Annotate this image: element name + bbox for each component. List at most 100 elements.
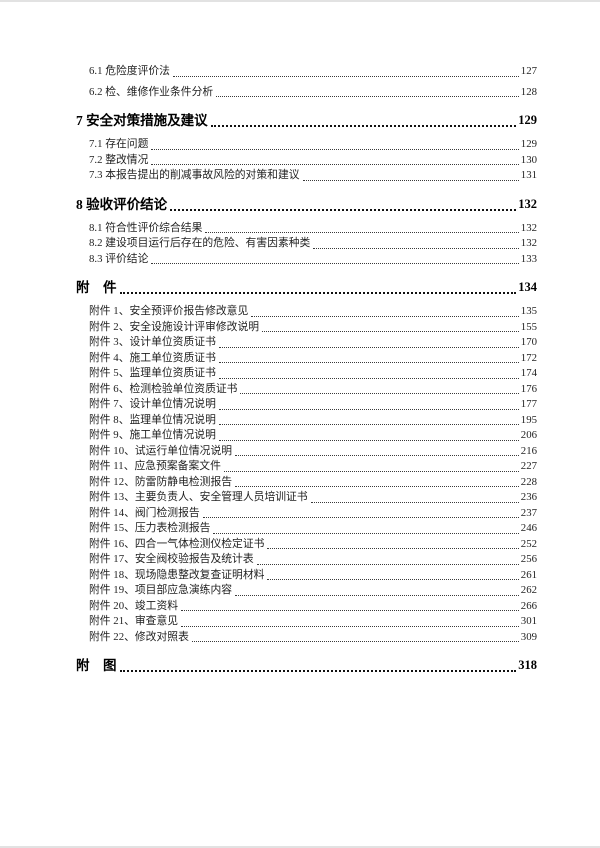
toc-leader-dots: [235, 455, 519, 456]
toc-entry-page-number: 301: [520, 615, 537, 627]
toc-entry-row: 附件 14、阀门检测报告 237: [76, 506, 537, 522]
toc-entry-label: 附件 11、应急预案备案文件: [89, 460, 221, 472]
toc-entry-page-number: 227: [520, 460, 537, 472]
toc-entry-page-number: 131: [520, 169, 537, 181]
toc-heading-label: 8 验收评价结论: [76, 196, 168, 212]
toc-entry-page-number: 237: [520, 506, 537, 519]
toc-leader-dots: [310, 501, 519, 503]
toc-heading-row: 7 安全对策措施及建议 129: [76, 111, 537, 130]
toc-leader-dots: [218, 362, 519, 363]
toc-entry-row: 附件 11、应急预案备案文件 227: [76, 459, 537, 475]
toc-entry-row: 附件 5、监理单位资质证书 174: [76, 366, 537, 382]
toc-entry-label: 附件 21、审查意见: [89, 615, 179, 627]
toc-entry-page-number: 262: [520, 584, 537, 596]
toc-entry-label: 8.3 评价结论: [89, 252, 149, 265]
toc-heading-label: 7 安全对策措施及建议: [76, 113, 208, 128]
toc-leader-dots: [216, 96, 519, 97]
toc-entry-page-number: 206: [520, 429, 537, 441]
toc-leader-dots: [119, 670, 517, 672]
toc-entry-page-number: 195: [520, 413, 537, 426]
toc-leader-dots: [302, 179, 519, 181]
toc-heading-page-number: 129: [518, 113, 537, 127]
toc-leader-dots: [267, 579, 519, 580]
toc-entry-label: 附件 4、施工单位资质证书: [89, 351, 216, 364]
toc-entry-row: 6.2 检、维修作业条件分析 128: [76, 85, 537, 101]
toc-entry-label: 附件 3、设计单位资质证书: [89, 336, 216, 348]
toc-heading-row: 附 件 134: [76, 278, 537, 297]
toc-entry-row: 附件 10、试运行单位情况说明 216: [76, 444, 537, 460]
toc-entry-page-number: 309: [520, 630, 537, 643]
toc-leader-dots: [262, 331, 519, 332]
toc-leader-dots: [191, 641, 519, 642]
toc-entry-label: 附件 19、项目部应急演练内容: [89, 584, 233, 596]
toc-entry-label: 附件 8、监理单位情况说明: [89, 413, 216, 426]
toc-leader-dots: [151, 164, 519, 165]
toc-leader-dots: [218, 377, 519, 379]
toc-entry-page-number: 135: [520, 305, 537, 317]
toc-entry-label: 附件 15、压力表检测报告: [89, 522, 211, 534]
toc-heading-page-number: 318: [518, 658, 537, 672]
toc-leader-dots: [223, 470, 519, 472]
toc-entry-label: 附件 5、监理单位资质证书: [89, 367, 216, 379]
toc-leader-dots: [170, 208, 517, 211]
toc-leader-dots: [256, 563, 519, 565]
toc-entry-row: 8.1 符合性评价综合结果 132: [76, 221, 537, 237]
toc-entry-row: 附件 15、压力表检测报告 246: [76, 521, 537, 537]
toc-leader-dots: [240, 393, 519, 394]
toc-entry-row: 附件 13、主要负责人、安全管理人员培训证书 236: [76, 490, 537, 506]
toc-entry-label: 7.1 存在问题: [89, 138, 149, 150]
toc-entry-row: 附件 1、安全预评价报告修改意见 135: [76, 304, 537, 320]
toc-entry-row: 附件 4、施工单位资质证书 172: [76, 351, 537, 367]
toc-entry-page-number: 127: [520, 65, 537, 77]
toc-heading-label: 附 件: [76, 280, 117, 295]
toc-entry-row: 附件 22、修改对照表 309: [76, 630, 537, 646]
toc-entry-row: 附件 6、检测检验单位资质证书 176: [76, 382, 537, 398]
toc-leader-dots: [151, 263, 519, 264]
toc-entry-label: 附件 16、四合一气体检测仪检定证书: [89, 537, 265, 550]
toc-leader-dots: [172, 75, 519, 77]
toc-entry-label: 附件 20、竣工资料: [89, 599, 179, 612]
toc-entry-page-number: 256: [520, 553, 537, 565]
toc-entry-row: 附件 21、审查意见 301: [76, 614, 537, 630]
toc-entry-row: 8.3 评价结论 133: [76, 252, 537, 268]
toc-entry-label: 附件 6、检测检验单位资质证书: [89, 382, 238, 395]
toc-entry-page-number: 216: [520, 444, 537, 457]
toc-entry-page-number: 261: [520, 568, 537, 581]
toc-entry-page-number: 174: [520, 367, 537, 379]
toc-entry-row: 7.3 本报告提出的削减事故风险的对策和建议 131: [76, 168, 537, 184]
toc-entry-page-number: 266: [520, 599, 537, 612]
toc-entry-row: 6.1 危险度评价法 127: [76, 64, 537, 80]
toc-entry-page-number: 170: [520, 336, 537, 348]
toc-entry-row: 7.2 整改情况 130: [76, 153, 537, 169]
toc-heading-page-number: 134: [518, 280, 537, 294]
toc-entry-page-number: 246: [520, 522, 537, 534]
toc-leader-dots: [267, 548, 519, 549]
toc-entry-label: 附件 10、试运行单位情况说明: [89, 444, 233, 457]
toc-entry-row: 附件 18、现场隐患整改复查证明材料 261: [76, 568, 537, 584]
toc-leader-dots: [218, 408, 519, 410]
toc-leader-dots: [202, 517, 519, 518]
toc-entry-label: 8.2 建设项目运行后存在的危险、有害因素种类: [89, 237, 311, 249]
toc-entry-page-number: 128: [520, 85, 537, 98]
toc-entry-page-number: 252: [520, 537, 537, 550]
toc-entry-label: 附件 1、安全预评价报告修改意见: [89, 305, 249, 317]
toc-entry-page-number: 236: [520, 491, 537, 503]
toc-entry-row: 附件 20、竣工资料 266: [76, 599, 537, 615]
toc-entry-label: 6.2 检、维修作业条件分析: [89, 85, 214, 98]
toc-entry-label: 8.1 符合性评价综合结果: [89, 221, 203, 234]
toc-leader-dots: [251, 315, 519, 317]
toc-leader-dots: [213, 532, 519, 534]
toc-entry-label: 6.1 危险度评价法: [89, 65, 170, 77]
toc-entry-page-number: 177: [520, 398, 537, 410]
toc-heading-label: 附 图: [76, 658, 117, 673]
toc-entry-label: 附件 22、修改对照表: [89, 630, 189, 643]
toc-entry-row: 附件 9、施工单位情况说明 206: [76, 428, 537, 444]
toc-entry-label: 附件 13、主要负责人、安全管理人员培训证书: [89, 491, 308, 503]
toc-entry-row: 8.2 建设项目运行后存在的危险、有害因素种类 132: [76, 236, 537, 252]
toc-entry-label: 7.2 整改情况: [89, 153, 149, 166]
toc-entry-row: 附件 16、四合一气体检测仪检定证书 252: [76, 537, 537, 553]
toc-entry-label: 附件 9、施工单位情况说明: [89, 429, 216, 441]
toc-heading-row: 附 图 318: [76, 656, 537, 675]
toc-entry-row: 附件 7、设计单位情况说明 177: [76, 397, 537, 413]
toc-leader-dots: [218, 424, 519, 425]
